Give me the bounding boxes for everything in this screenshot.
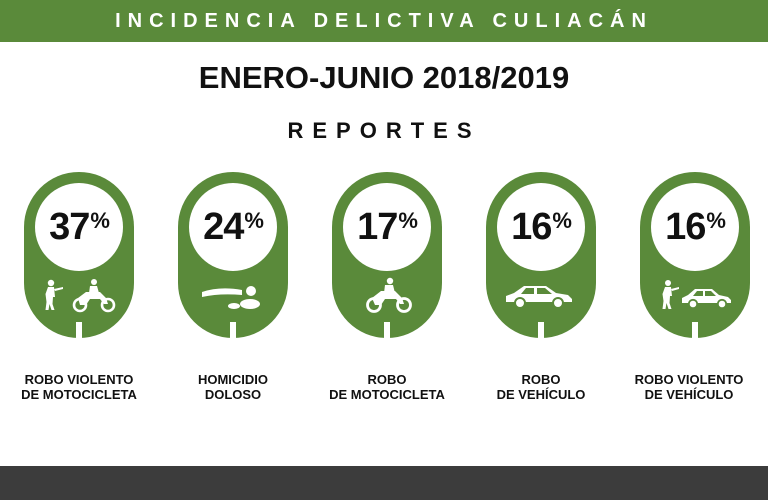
- page-subtitle: REPORTES: [287, 118, 481, 143]
- stat-label-line: HOMICIDIO: [197, 372, 269, 387]
- stat-label-homicidio-doloso: HOMICIDIO DOLOSO: [158, 372, 308, 402]
- robber-car-icon: [662, 280, 731, 310]
- robber-motorcycle-icon: [45, 279, 116, 313]
- stat-circle: 16%: [651, 183, 739, 271]
- car-icon: [506, 286, 572, 309]
- percent-sign: %: [244, 207, 264, 233]
- stat-label-line: ROBO: [367, 372, 407, 387]
- stat-value: 16: [665, 205, 706, 248]
- stat-card-robo-motocicleta: 17%: [332, 172, 442, 358]
- percent-sign: %: [398, 207, 418, 233]
- down-arrow-icon: [224, 322, 242, 354]
- stat-label-line: ROBO VIOLENTO: [24, 372, 134, 387]
- stat-label-line: DE MOTOCICLETA: [21, 387, 137, 402]
- stat-circle: 17%: [343, 183, 431, 271]
- percent-sign: %: [552, 207, 572, 233]
- stat-value: 17: [357, 205, 398, 248]
- stat-label-robo-motocicleta: ROBO DE MOTOCICLETA: [312, 372, 462, 402]
- stat-label-robo-violento-motocicleta: ROBO VIOLENTO DE MOTOCICLETA: [4, 372, 154, 402]
- stat-label-line: DE VEHÍCULO: [496, 387, 586, 402]
- stat-value: 16: [511, 205, 552, 248]
- stat-label-robo-vehiculo: ROBO DE VEHÍCULO: [466, 372, 616, 402]
- stat-percentage: 16%: [511, 205, 572, 249]
- page-title: ENERO-JUNIO 2018/2019: [198, 60, 570, 95]
- footer-bar: [0, 466, 768, 500]
- stat-label-line: DE MOTOCICLETA: [329, 387, 445, 402]
- stat-percentage: 16%: [665, 205, 726, 249]
- stat-value: 37: [49, 205, 90, 248]
- stat-circle: 24%: [189, 183, 277, 271]
- stat-circle: 16%: [497, 183, 585, 271]
- down-arrow-icon: [70, 322, 88, 354]
- down-arrow-icon: [686, 322, 704, 354]
- percent-sign: %: [90, 207, 110, 233]
- stat-card-robo-violento-vehiculo: 16%: [640, 172, 750, 358]
- stat-card-robo-violento-motocicleta: 37%: [24, 172, 134, 358]
- stat-label-line: DOLOSO: [204, 387, 262, 402]
- victim-body-icon: [202, 286, 260, 309]
- banner-title: INCIDENCIA DELICTIVA CULIACÁN: [115, 9, 653, 32]
- percent-sign: %: [706, 207, 726, 233]
- down-arrow-icon: [532, 322, 550, 354]
- stat-percentage: 24%: [203, 205, 264, 249]
- stat-value: 24: [203, 205, 244, 248]
- stat-card-robo-vehiculo: 16%: [486, 172, 596, 358]
- stat-percentage: 17%: [357, 205, 418, 249]
- stat-card-homicidio-doloso: 24%: [178, 172, 288, 358]
- stat-label-line: DE VEHÍCULO: [644, 387, 734, 402]
- stat-label-line: ROBO: [521, 372, 561, 387]
- motorcycle-icon: [366, 277, 412, 313]
- stat-circle: 37%: [35, 183, 123, 271]
- down-arrow-icon: [378, 322, 396, 354]
- stat-label-line: ROBO VIOLENTO: [634, 372, 744, 387]
- top-banner: INCIDENCIA DELICTIVA CULIACÁN: [0, 0, 768, 42]
- stat-percentage: 37%: [49, 205, 110, 249]
- stat-label-robo-violento-vehiculo: ROBO VIOLENTO DE VEHÍCULO: [614, 372, 764, 402]
